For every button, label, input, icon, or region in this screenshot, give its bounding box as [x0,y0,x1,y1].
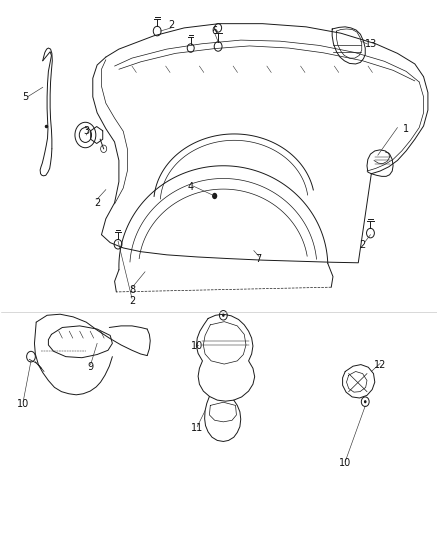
Text: 10: 10 [17,399,29,409]
Text: 2: 2 [129,296,135,306]
Text: 13: 13 [365,39,378,49]
Text: 3: 3 [83,126,89,136]
Text: 1: 1 [403,124,409,134]
Text: 5: 5 [22,92,28,102]
Circle shape [364,400,367,403]
Text: 10: 10 [191,341,203,351]
Text: 7: 7 [255,254,261,263]
Text: 2: 2 [360,240,366,251]
Text: 10: 10 [339,458,351,467]
Text: 6: 6 [212,26,218,36]
Circle shape [222,314,225,317]
Text: 8: 8 [129,285,135,295]
Text: 4: 4 [187,182,194,192]
Text: 9: 9 [88,362,94,372]
Text: 11: 11 [191,423,203,433]
Text: 2: 2 [94,198,100,208]
Text: 12: 12 [374,360,386,369]
Circle shape [212,193,217,199]
Text: 2: 2 [168,20,174,30]
